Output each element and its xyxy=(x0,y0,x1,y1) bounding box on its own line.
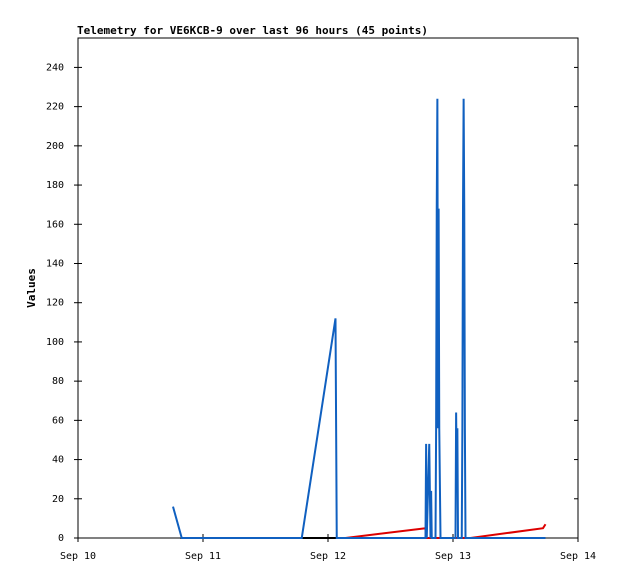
chart-title: Telemetry for VE6KCB-9 over last 96 hour… xyxy=(77,24,428,37)
y-tick-label: 40 xyxy=(52,455,64,466)
y-axis-label: Values xyxy=(25,268,38,308)
y-tick-label: 0 xyxy=(58,533,64,544)
y-tick-label: 140 xyxy=(46,258,64,269)
plot-frame xyxy=(77,37,579,539)
series-line xyxy=(172,98,546,539)
y-tick-label: 80 xyxy=(52,376,64,387)
y-tick-label: 220 xyxy=(46,102,64,113)
y-tick-label: 180 xyxy=(46,180,64,191)
y-tick-label: 160 xyxy=(46,219,64,230)
y-tick-label: 200 xyxy=(46,141,64,152)
x-tick-label: Sep 10 xyxy=(60,551,96,562)
series-line xyxy=(345,523,547,539)
y-tick-label: 240 xyxy=(46,62,64,73)
y-tick-label: 60 xyxy=(52,415,64,426)
x-tick-label: Sep 13 xyxy=(435,551,471,562)
y-tick-label: 120 xyxy=(46,298,64,309)
x-tick-label: Sep 14 xyxy=(560,551,596,562)
y-tick-label: 100 xyxy=(46,337,64,348)
x-tick-label: Sep 12 xyxy=(310,551,346,562)
x-tick-label: Sep 11 xyxy=(185,551,221,562)
y-tick-label: 20 xyxy=(52,494,64,505)
